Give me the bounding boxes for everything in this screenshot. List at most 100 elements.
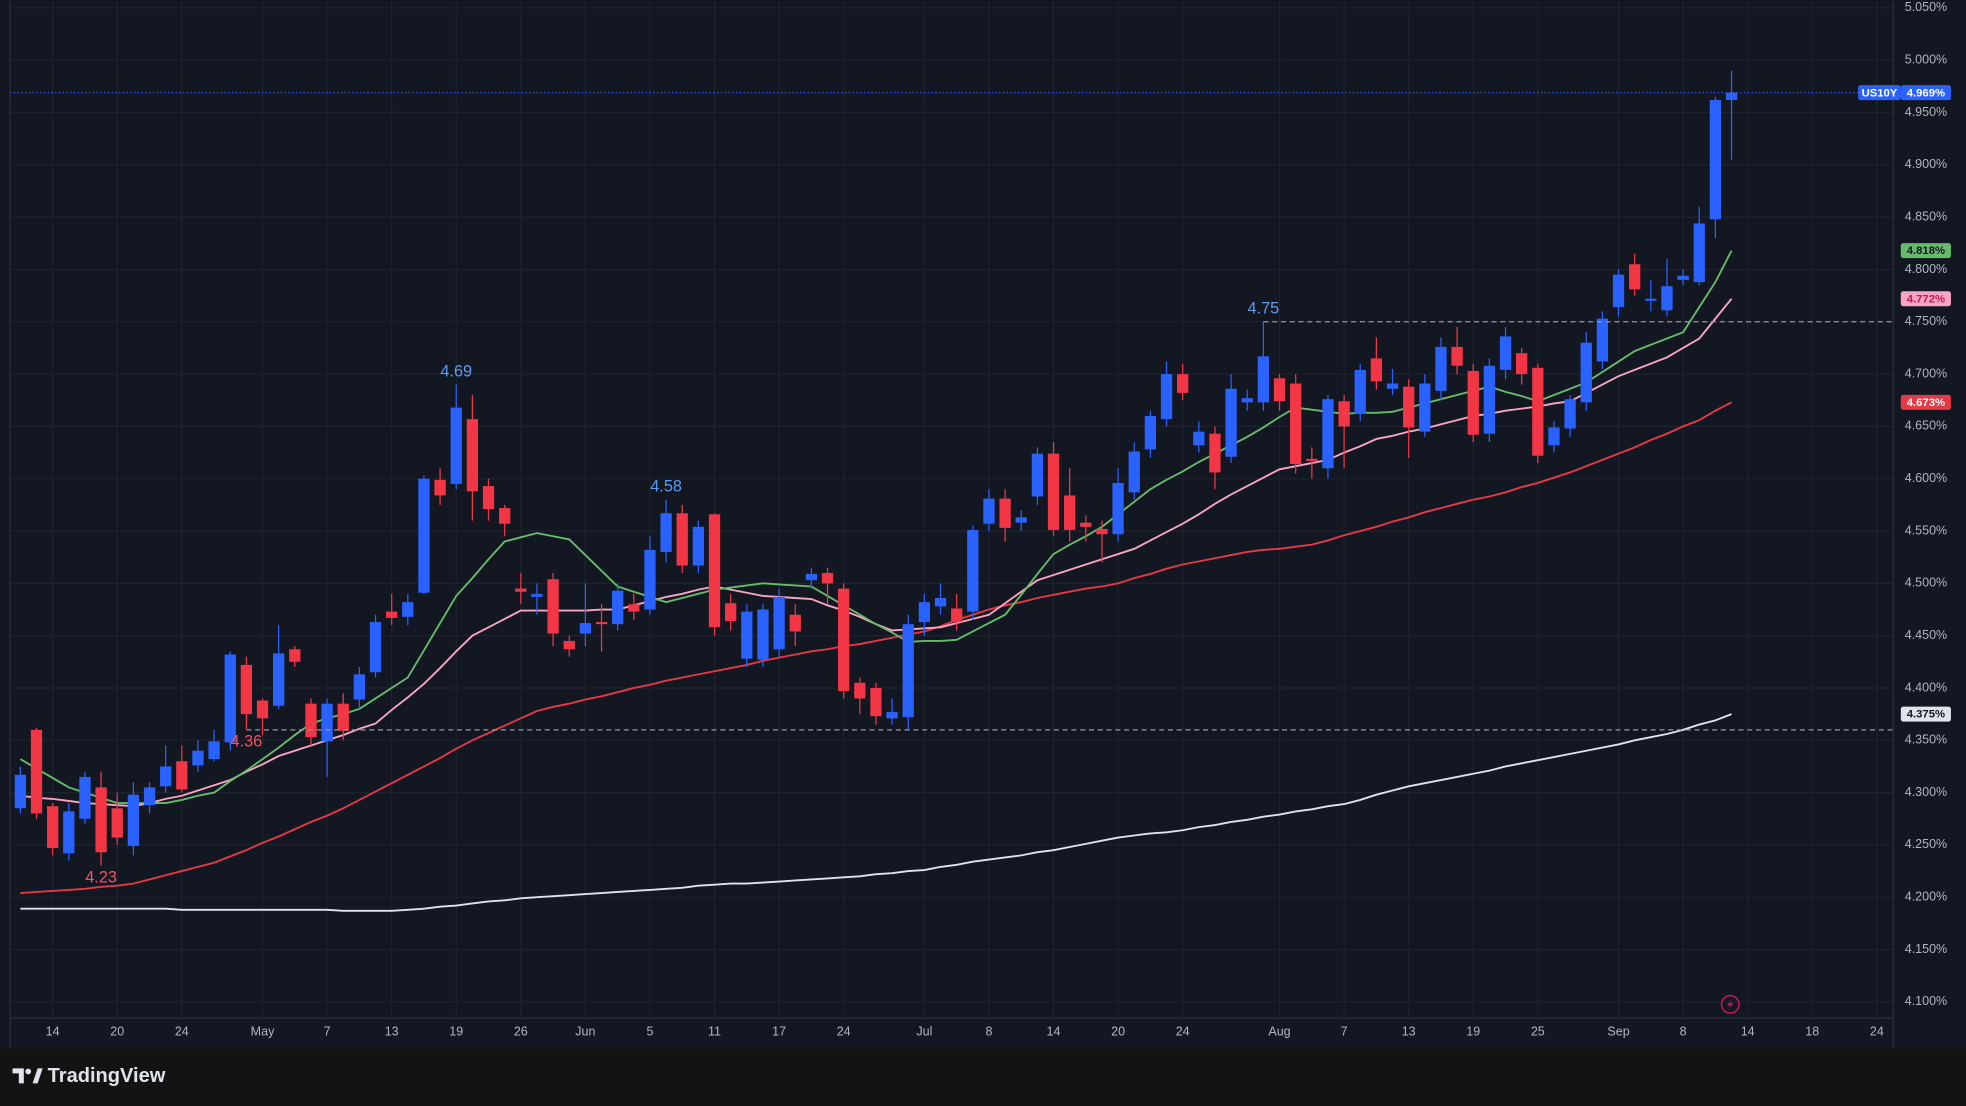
candle-body	[1112, 482, 1124, 535]
candle-body	[450, 407, 462, 484]
candle-body	[531, 593, 543, 597]
extreme-label: 4.23	[85, 869, 117, 887]
candle-body	[1128, 451, 1140, 493]
candle-body	[369, 622, 382, 673]
candle-body	[1160, 374, 1173, 420]
y-tick-label: 4.250%	[1905, 837, 1947, 851]
extreme-label: 4.75	[1248, 300, 1280, 318]
logo-slash	[32, 1068, 43, 1084]
candle-body	[838, 588, 850, 692]
candle-body	[289, 649, 301, 662]
y-tick-label: 4.950%	[1905, 105, 1947, 119]
x-tick-label: 7	[1341, 1024, 1348, 1038]
candle-body	[1612, 274, 1625, 308]
candle-body	[886, 712, 898, 719]
candle-body	[47, 806, 59, 849]
axes: 4.100% 4.150% 4.200% 4.250% 4.300% 4.350% 4.40…	[46, 0, 1951, 1038]
candle-body	[1193, 431, 1205, 446]
candle-body	[176, 761, 188, 790]
candle-body	[1370, 358, 1383, 382]
candle-body	[418, 478, 430, 593]
x-tick-label: 20	[110, 1024, 124, 1038]
symbol-label: US10Y	[1862, 87, 1898, 99]
y-tick-label: 4.400%	[1905, 680, 1947, 694]
candle-body	[1499, 336, 1512, 370]
candle-body	[14, 774, 27, 809]
replay-icon[interactable]	[1720, 994, 1740, 1014]
candle-body	[386, 611, 398, 618]
candle-body	[1661, 286, 1673, 311]
candle-body	[1580, 342, 1592, 403]
candle-body	[1709, 99, 1722, 220]
logo-mark	[12, 1068, 24, 1084]
x-tick-label: 13	[385, 1024, 399, 1038]
footer-bar	[0, 1048, 1966, 1106]
icon-bolt	[1727, 998, 1734, 1011]
last-price-box	[1900, 85, 1951, 101]
x-tick-label: Sep	[1607, 1024, 1629, 1038]
candle-body	[951, 608, 963, 623]
x-tick-label: Aug	[1268, 1024, 1290, 1038]
candle-body	[515, 588, 527, 592]
candle-body	[934, 597, 947, 607]
x-tick-label: 11	[708, 1024, 721, 1038]
moving-average-line	[20, 401, 1732, 894]
x-tick-label: 24	[1176, 1024, 1190, 1038]
extreme-label: 4.69	[440, 362, 472, 380]
last-price-label: 4.969%	[1907, 87, 1945, 99]
candle-body	[79, 776, 91, 819]
candle-body	[708, 514, 721, 628]
candle-body	[725, 603, 737, 622]
candle-body	[1467, 370, 1479, 435]
candle-body	[644, 549, 656, 610]
candle-body	[547, 579, 559, 634]
symbol-box	[1858, 85, 1901, 101]
candle-body	[1290, 383, 1302, 465]
candle-body	[983, 498, 995, 524]
candle-body	[160, 766, 172, 787]
candle-body	[1080, 522, 1092, 527]
y-tick-label: 5.050%	[1905, 0, 1947, 14]
candle-body	[741, 611, 753, 659]
last-value-box	[1900, 706, 1951, 722]
candle-body	[1257, 356, 1270, 403]
candle-body	[95, 787, 107, 853]
candle-body	[434, 479, 446, 496]
candle-body	[402, 602, 414, 617]
candle-body	[256, 700, 269, 719]
candle-body	[1629, 264, 1641, 290]
icon-circle	[1720, 994, 1740, 1014]
x-tick-label: 14	[46, 1024, 60, 1038]
candle-body	[821, 572, 834, 584]
candle-body	[1403, 386, 1415, 428]
brand-logo[interactable]: TradingView	[12, 1065, 166, 1087]
x-tick-label: 17	[772, 1024, 786, 1038]
x-tick-label: 19	[449, 1024, 463, 1038]
candle-body	[1322, 399, 1334, 469]
candle-body	[353, 674, 366, 700]
candle-body	[192, 750, 204, 766]
last-value-box	[1900, 291, 1951, 307]
candle-body	[143, 787, 156, 806]
extreme-label: 4.58	[650, 477, 682, 495]
y-tick-label: 4.650%	[1905, 419, 1947, 433]
y-tick-label: 4.150%	[1905, 942, 1947, 956]
candle-body	[918, 602, 931, 623]
candle-body	[321, 703, 333, 742]
candle-body	[757, 609, 769, 660]
candle-body	[1241, 398, 1253, 403]
candle-body	[1677, 275, 1689, 280]
candle-body	[1225, 388, 1237, 457]
candle-body	[127, 794, 140, 846]
x-tick-label: 24	[1870, 1024, 1884, 1038]
x-tick-label: 20	[1111, 1024, 1125, 1038]
x-tick-label: 19	[1466, 1024, 1480, 1038]
candle-body	[805, 573, 818, 581]
x-tick-label: 26	[514, 1024, 528, 1038]
candle-body	[1725, 92, 1738, 100]
candle-body	[854, 682, 866, 699]
candle-body	[208, 741, 220, 760]
last-value-label: 4.375%	[1907, 709, 1945, 721]
candle-body	[692, 526, 705, 566]
x-tick-label: May	[251, 1024, 275, 1038]
